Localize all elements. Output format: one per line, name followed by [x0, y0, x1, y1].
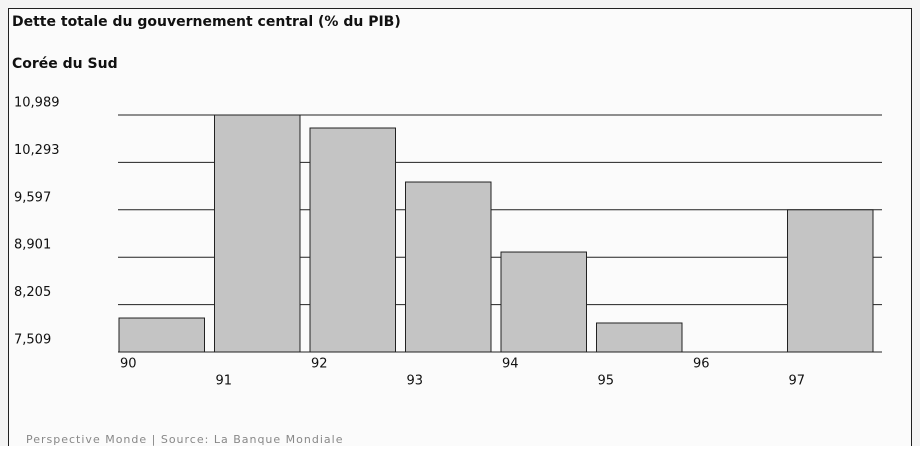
x-tick-label: 95 [598, 374, 615, 389]
x-tick-label: 91 [216, 374, 233, 389]
x-tick-label: 97 [789, 374, 806, 389]
y-tick-label: 10,989 [14, 96, 60, 111]
bar [596, 322, 683, 353]
bar [309, 127, 396, 353]
y-tick-label: 10,293 [14, 143, 60, 158]
bar [118, 317, 205, 353]
x-tick-label: 92 [311, 357, 328, 372]
bar [787, 209, 874, 353]
x-tick-label: 93 [407, 374, 424, 389]
bar [405, 181, 492, 353]
y-tick-label: 7,509 [14, 333, 51, 348]
bar [500, 251, 587, 353]
x-tick-label: 94 [502, 357, 519, 372]
x-tick-label: 96 [693, 357, 710, 372]
x-tick-label: 90 [120, 357, 137, 372]
chart-title: Dette totale du gouvernement central (% … [12, 14, 401, 30]
bar [214, 114, 301, 353]
footer: Perspective Monde | Source: La Banque Mo… [26, 433, 343, 446]
y-tick-label: 8,901 [14, 238, 51, 253]
chart-subtitle: Corée du Sud [12, 56, 118, 72]
y-tick-label: 8,205 [14, 285, 51, 300]
y-tick-label: 9,597 [14, 190, 51, 205]
